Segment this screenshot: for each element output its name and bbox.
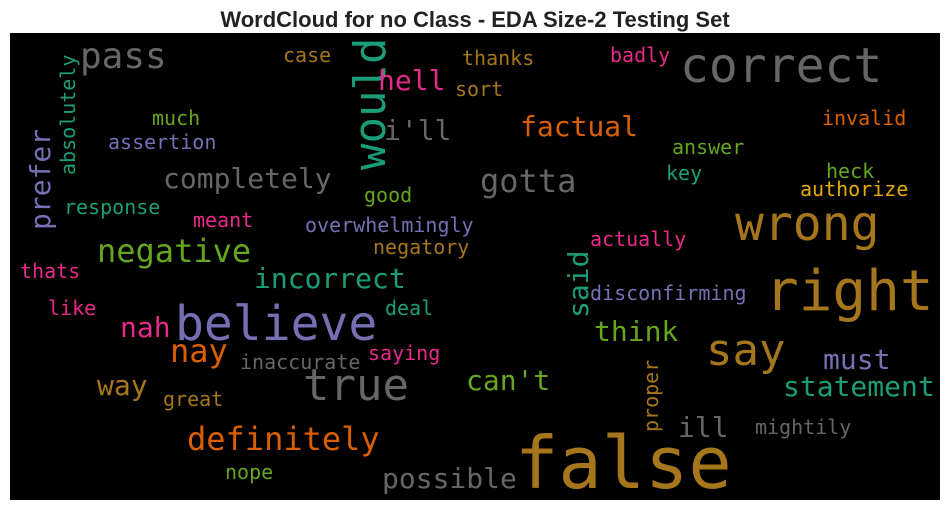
word: response [64,195,160,219]
word: inaccurate [240,350,360,374]
word: absolutely [56,55,80,175]
word: believe [175,296,377,352]
word: would [345,38,396,170]
title: WordCloud for no Class - EDA Size-2 Test… [220,7,730,32]
word: true [303,360,409,411]
word: said [562,251,595,318]
word: think [594,315,678,348]
word: correct [680,38,882,94]
word: overwhelmingly [305,213,474,237]
word: say [706,325,785,376]
cloud-background [10,33,940,500]
word: wrong [735,196,880,252]
word: heck [826,159,874,183]
word: answer [672,135,744,159]
word: mightily [755,415,851,439]
word: possible [382,462,517,495]
word: nope [225,460,273,484]
word: incorrect [254,262,406,295]
word: saying [368,341,440,365]
word: thats [20,259,80,283]
word: prefer [24,129,57,230]
word: like [48,296,96,320]
word: factual [520,110,638,143]
word: assertion [108,130,216,154]
word: key [666,161,702,185]
word: sort [455,77,503,101]
word: authorize [800,177,908,201]
word: actually [590,227,686,251]
word: completely [163,162,332,195]
word: definitely [187,420,380,458]
word: hell [378,64,445,97]
word: way [97,369,148,402]
word: case [283,43,331,67]
word: invalid [822,106,906,130]
word: negatory [373,235,469,259]
word: nay [170,332,228,370]
word: thanks [462,46,534,70]
word: ill [678,411,729,444]
word: i'll [384,114,451,147]
word: great [163,387,223,411]
word: deal [385,296,433,320]
word: gotta [480,162,576,200]
word: right [765,259,934,324]
word: pass [80,36,167,77]
word: badly [610,43,670,67]
word: must [823,343,890,376]
word: false [515,421,732,505]
word: good [364,183,412,207]
word: nah [120,311,171,344]
word: much [152,106,200,130]
word: can't [466,364,550,397]
word: meant [193,208,253,232]
word: disconfirming [590,281,747,305]
word: statement [783,370,935,403]
word: proper [639,360,663,432]
word: negative [97,232,251,270]
